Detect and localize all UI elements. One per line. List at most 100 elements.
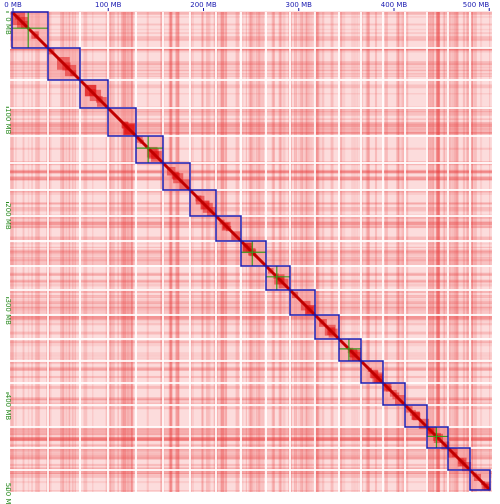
gap [10,314,492,316]
gap [10,189,492,191]
texture [10,352,492,356]
texture [316,12,320,492]
texture [10,176,492,180]
texture [10,202,492,205]
texture [10,169,492,173]
texture [427,12,431,492]
texture [396,12,399,492]
texture [278,12,282,492]
texture [10,11,492,15]
x-tick-label: 100 MB [95,1,122,9]
texture [10,202,492,205]
texture [221,12,224,492]
texture [10,48,492,53]
texture [10,84,492,89]
texture [10,221,492,226]
texture [220,12,225,492]
texture [129,12,133,492]
texture [10,124,492,128]
texture [10,69,492,71]
texture [10,454,492,456]
texture [225,12,227,492]
texture [120,12,125,492]
texture [384,12,388,492]
gap [47,12,49,492]
texture [473,12,477,492]
texture [470,12,473,492]
texture [10,433,492,436]
diagonal [359,359,385,385]
diagonal [46,46,82,82]
texture [10,361,492,365]
chromosome-box [360,360,384,384]
y-tick-label: 200 MB [4,203,12,230]
x-tick-label: 400 MB [381,1,408,9]
texture [10,132,492,135]
texture [10,93,492,95]
texture [10,190,492,193]
texture [10,210,492,212]
texture [437,12,441,492]
texture [10,448,492,453]
chromosome-box [265,265,291,291]
texture [309,12,313,492]
texture [10,48,492,51]
texture [10,357,492,360]
texture [107,12,111,492]
gap [360,12,362,492]
gap [135,12,137,492]
texture [10,39,492,42]
texture [431,12,433,492]
texture [10,112,492,116]
texture [235,12,239,492]
chromosome-box [215,215,242,242]
texture [10,480,492,484]
texture [10,355,492,358]
gap [382,12,384,492]
texture [10,130,492,134]
chromosome-box [162,162,191,191]
gap [79,12,81,492]
texture [109,12,112,492]
texture [279,12,282,492]
texture [10,397,492,401]
texture [466,12,470,492]
diagonal [425,425,450,450]
texture [63,12,67,492]
texture [10,306,492,311]
texture [330,12,334,492]
texture [10,63,492,65]
texture [47,12,52,492]
texture [401,12,405,492]
y-tick-label: 400 MB [4,394,12,421]
texture [10,110,492,113]
diagonal [468,468,492,492]
diagonal [288,288,317,317]
texture [10,448,492,452]
texture [10,426,492,430]
chromosome-box [47,47,81,81]
texture [10,397,492,400]
y-tick-label: 100 MB [4,108,12,135]
gap [10,215,492,217]
texture [489,12,491,492]
texture [60,12,64,492]
texture [10,61,492,65]
texture [10,456,492,460]
texture [10,470,492,475]
gap [10,426,492,428]
texture [10,449,492,451]
chromosome-box [107,107,137,137]
texture [10,279,492,283]
texture [10,226,492,228]
contact-map[interactable] [10,10,492,492]
texture [10,28,492,31]
texture [146,12,149,492]
texture [170,12,172,492]
texture [365,12,370,492]
texture [295,12,298,492]
texture [465,12,469,492]
diagonal [337,337,363,363]
texture [10,490,492,492]
